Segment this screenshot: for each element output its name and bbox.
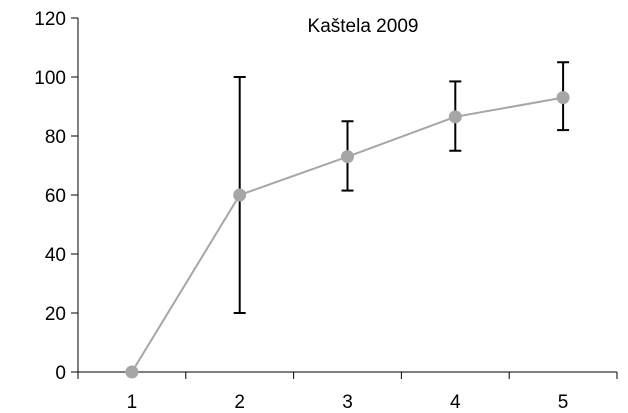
data-point: [233, 188, 247, 202]
x-tick-label: 4: [450, 392, 461, 413]
y-tick-label: 100: [34, 68, 66, 89]
chart-title: Kaštela 2009: [308, 16, 419, 37]
error-bars: [233, 61, 570, 314]
x-tick-label: 1: [127, 392, 138, 413]
data-point: [341, 150, 354, 164]
data-point: [125, 365, 139, 379]
y-tick-label: 40: [45, 245, 66, 266]
x-tick-label: 3: [342, 392, 353, 413]
x-tick-label: 2: [234, 392, 245, 413]
data-point: [556, 91, 570, 105]
axes: [77, 18, 617, 373]
data-point: [448, 110, 462, 124]
y-tick-label: 0: [55, 363, 66, 384]
x-tick-label: 5: [558, 392, 569, 413]
y-tick-label: 80: [45, 127, 66, 148]
data-points: [125, 91, 570, 379]
y-tick-label: 120: [34, 9, 66, 30]
y-tick-label: 60: [45, 186, 66, 207]
y-tick-label: 20: [45, 304, 66, 325]
y-axis-ticks: 0 20 40 60 80 100 120: [34, 9, 78, 384]
x-axis-ticks: 1 2 3 4 5: [77, 372, 618, 413]
